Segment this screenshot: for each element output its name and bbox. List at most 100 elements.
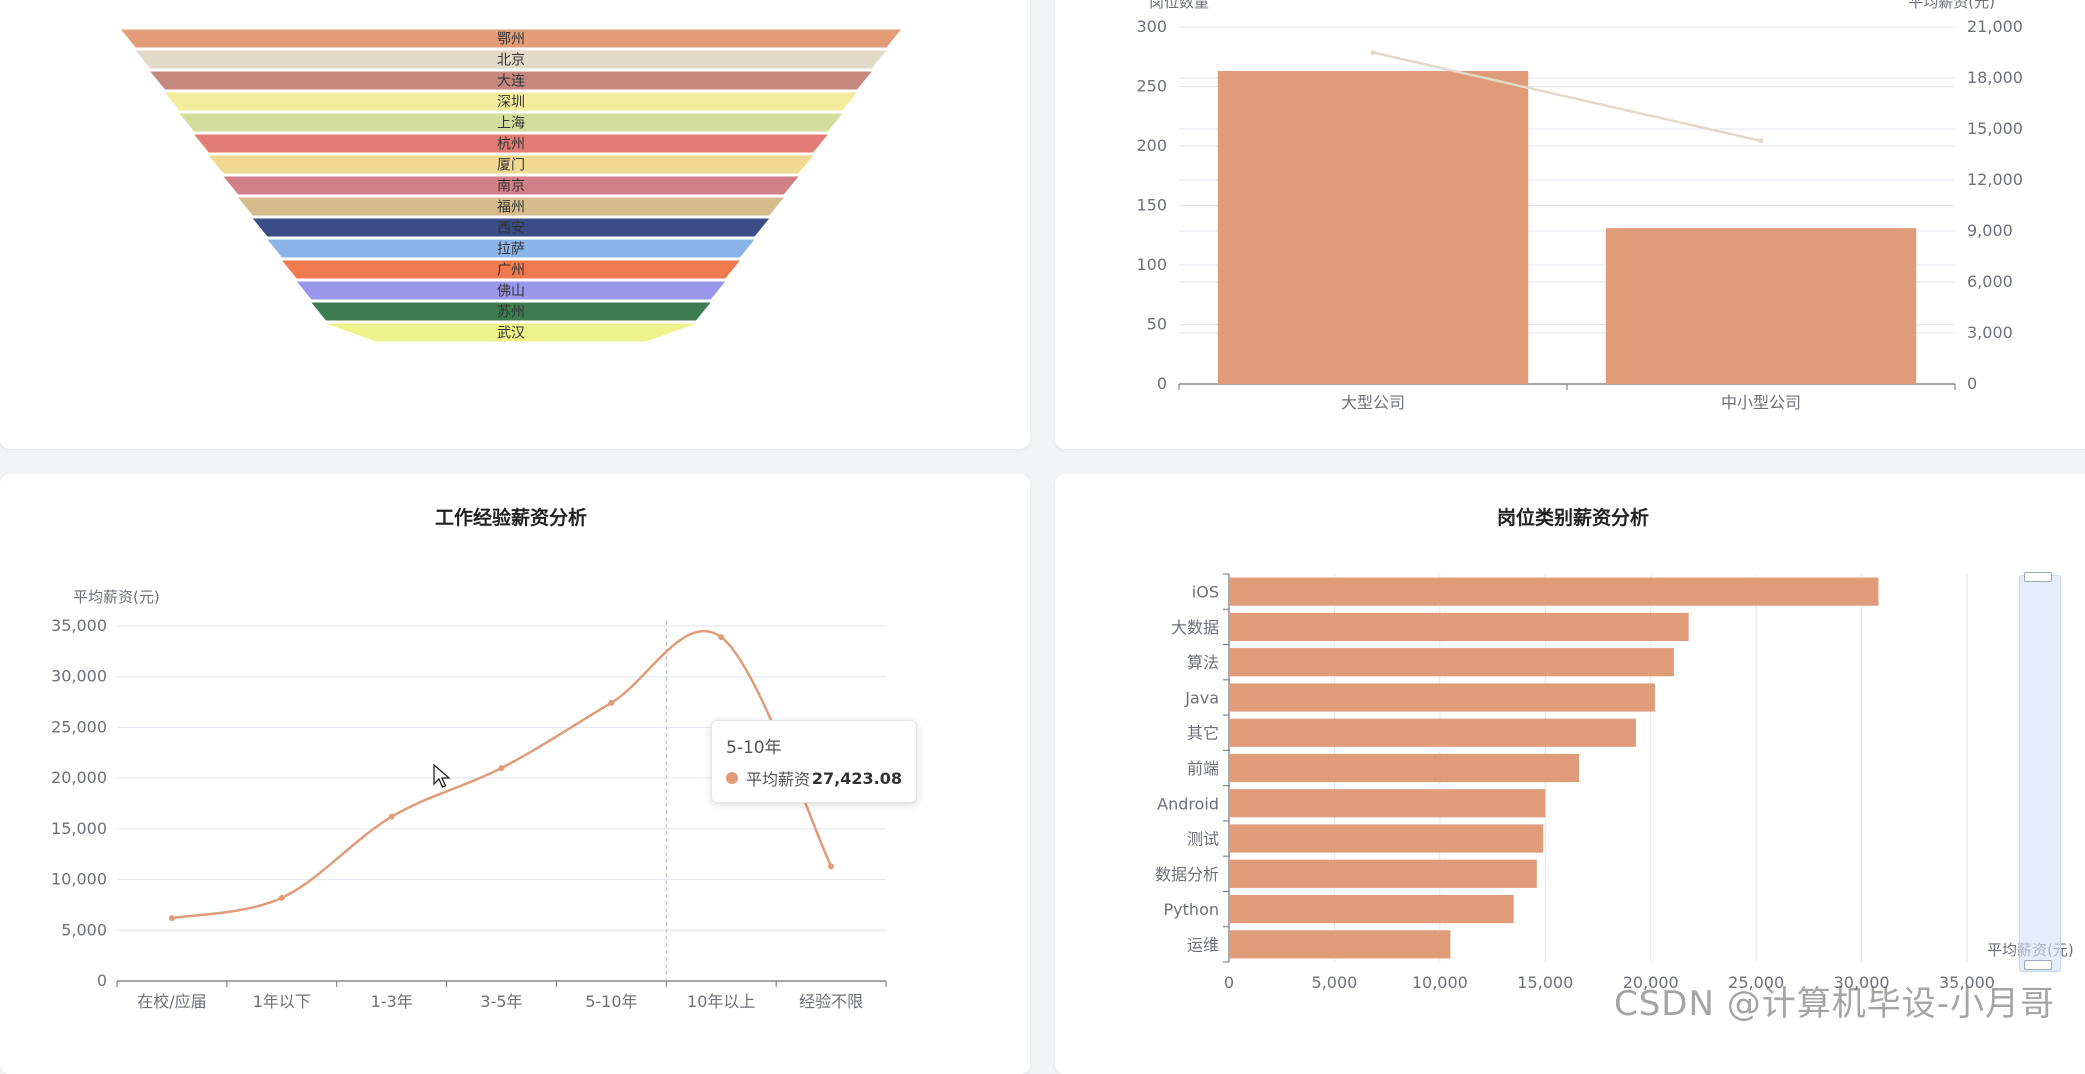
tooltip-series-name: 平均薪资 bbox=[746, 770, 811, 789]
chart-tooltip: 5-10年 平均薪资 27,423.08 bbox=[711, 720, 917, 803]
category-salary-chart: 岗位类别薪资分析 0 5,000 10,000 15,000 20,000 25,000 30… bbox=[1155, 506, 2074, 992]
bar bbox=[1229, 612, 1689, 642]
bar bbox=[1229, 894, 1514, 924]
company-type-chart: 0 50 100 150 200 250 300 0 3,000 6,000 9,000 12,000… bbox=[1136, 0, 2023, 412]
funnel-label: 鄂州 bbox=[497, 32, 525, 48]
y-tick-label: 前端 bbox=[1187, 759, 1219, 778]
funnel-label: 厦门 bbox=[497, 158, 525, 174]
y-right-axis-name: 平均薪资(元) bbox=[1908, 0, 1995, 11]
funnel-label: 苏州 bbox=[497, 305, 525, 321]
funnel-segment bbox=[164, 92, 858, 111]
datazoom-slider[interactable] bbox=[2019, 575, 2061, 972]
y-tick-label: 300 bbox=[1136, 17, 1167, 36]
y-tick-label: 20,000 bbox=[51, 768, 107, 787]
salary-point bbox=[828, 863, 835, 870]
y-tick-label: 50 bbox=[1147, 315, 1167, 334]
y-tick-label: 100 bbox=[1136, 255, 1167, 274]
x-tick-label: 1-3年 bbox=[371, 992, 413, 1011]
x-tick-label: 1年以下 bbox=[253, 992, 311, 1011]
x-tick-label: 35,000 bbox=[1939, 973, 1995, 992]
y-right-tick-label: 0 bbox=[1967, 374, 1977, 393]
x-tick-label: 5,000 bbox=[1312, 973, 1358, 992]
funnel-segment bbox=[296, 281, 726, 300]
y-tick-label: 200 bbox=[1136, 136, 1167, 155]
funnel-segment bbox=[121, 29, 901, 48]
y-tick-label: Android bbox=[1157, 794, 1219, 813]
chart-title: 工作经验薪资分析 bbox=[435, 506, 587, 529]
x-tick-label: 大型公司 bbox=[1341, 393, 1405, 412]
y-right-tick-label: 18,000 bbox=[1967, 68, 2023, 87]
y-tick-label: Python bbox=[1164, 900, 1219, 919]
x-tick-label: 5-10年 bbox=[585, 992, 637, 1011]
city-funnel-panel: 鄂州 北京 大连 深圳 上海 杭州 厦门 南京 福州 西安 拉萨 广州 佛山 苏州 武汉 bbox=[0, 0, 1030, 449]
salary-line bbox=[171, 629, 833, 920]
funnel-segment bbox=[238, 197, 784, 216]
funnel-label: 拉萨 bbox=[497, 242, 525, 258]
funnel-segment bbox=[194, 134, 828, 153]
tooltip-title: 5-10年 bbox=[726, 738, 782, 758]
datazoom-top-handle[interactable] bbox=[2024, 572, 2052, 582]
bar bbox=[1229, 753, 1580, 783]
y-tick-label: 算法 bbox=[1187, 653, 1219, 672]
salary-point bbox=[498, 765, 505, 771]
x-tick-label: 30,000 bbox=[1834, 973, 1890, 992]
salary-point bbox=[168, 915, 175, 922]
y-tick-label: 运维 bbox=[1187, 935, 1219, 954]
y-tick-label: 25,000 bbox=[51, 717, 107, 736]
salary-point bbox=[1758, 138, 1764, 144]
y-tick-label: Java bbox=[1184, 688, 1219, 707]
funnel-segment bbox=[311, 302, 711, 321]
funnel-segment bbox=[179, 113, 843, 132]
tooltip-value: 27,423.08 bbox=[811, 768, 902, 788]
x-tick-label: 15,000 bbox=[1517, 973, 1573, 992]
bar bbox=[1229, 577, 1879, 606]
x-tick-label: 25,000 bbox=[1728, 973, 1784, 992]
y-tick-label: 数据分析 bbox=[1155, 865, 1219, 884]
y-right-tick-label: 6,000 bbox=[1967, 272, 2013, 291]
funnel-segment bbox=[150, 71, 872, 90]
y-tick-label: 15,000 bbox=[51, 819, 107, 838]
salary-point bbox=[1370, 50, 1376, 55]
funnel-label: 佛山 bbox=[497, 284, 525, 300]
funnel-label: 深圳 bbox=[497, 95, 525, 111]
y-tick-label: 0 bbox=[1157, 374, 1167, 393]
funnel-label: 南京 bbox=[497, 179, 525, 195]
funnel-segment bbox=[208, 155, 814, 174]
funnel-segment bbox=[267, 239, 755, 258]
bar bbox=[1229, 683, 1655, 712]
y-tick-label: 测试 bbox=[1187, 830, 1219, 849]
y-right-tick-label: 9,000 bbox=[1967, 221, 2013, 240]
funnel-label: 武汉 bbox=[497, 326, 525, 342]
funnel-label: 西安 bbox=[497, 221, 525, 237]
x-tick-label: 在校/应届 bbox=[137, 992, 206, 1011]
x-tick-label: 0 bbox=[1224, 973, 1234, 992]
x-tick-label: 20,000 bbox=[1623, 973, 1679, 992]
funnel-label: 广州 bbox=[497, 263, 525, 279]
chart-title: 岗位类别薪资分析 bbox=[1497, 506, 1649, 529]
funnel-label: 福州 bbox=[497, 200, 525, 216]
datazoom-bottom-handle[interactable] bbox=[2024, 960, 2052, 970]
salary-point bbox=[278, 894, 285, 901]
y-tick-label: 大数据 bbox=[1171, 618, 1219, 637]
bar bbox=[1217, 71, 1529, 384]
tooltip-series-dot bbox=[726, 772, 738, 784]
bar bbox=[1605, 228, 1917, 384]
y-tick-label: 250 bbox=[1136, 77, 1167, 96]
y-tick-label: 其它 bbox=[1187, 724, 1219, 743]
bar bbox=[1229, 789, 1546, 818]
x-tick-label: 3-5年 bbox=[480, 992, 522, 1011]
salary-point bbox=[718, 634, 725, 641]
funnel-segment bbox=[282, 260, 740, 279]
y-tick-label: 5,000 bbox=[61, 920, 107, 939]
y-axis-name: 岗位数量 bbox=[1149, 0, 1209, 11]
bar bbox=[1229, 859, 1537, 888]
y-right-tick-label: 12,000 bbox=[1967, 170, 2023, 189]
x-tick-label: 经验不限 bbox=[799, 992, 863, 1011]
bar bbox=[1229, 648, 1674, 677]
funnel-segment bbox=[326, 323, 696, 342]
bar bbox=[1229, 824, 1544, 853]
funnel-label: 杭州 bbox=[497, 137, 525, 153]
bar bbox=[1229, 930, 1451, 959]
funnel-label: 大连 bbox=[497, 74, 525, 90]
